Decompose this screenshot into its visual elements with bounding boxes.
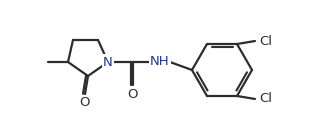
- Text: N: N: [103, 55, 113, 68]
- Text: Cl: Cl: [260, 35, 272, 47]
- Text: NH: NH: [150, 54, 170, 67]
- Text: O: O: [128, 88, 138, 101]
- Text: O: O: [80, 96, 90, 109]
- Text: Cl: Cl: [260, 93, 272, 105]
